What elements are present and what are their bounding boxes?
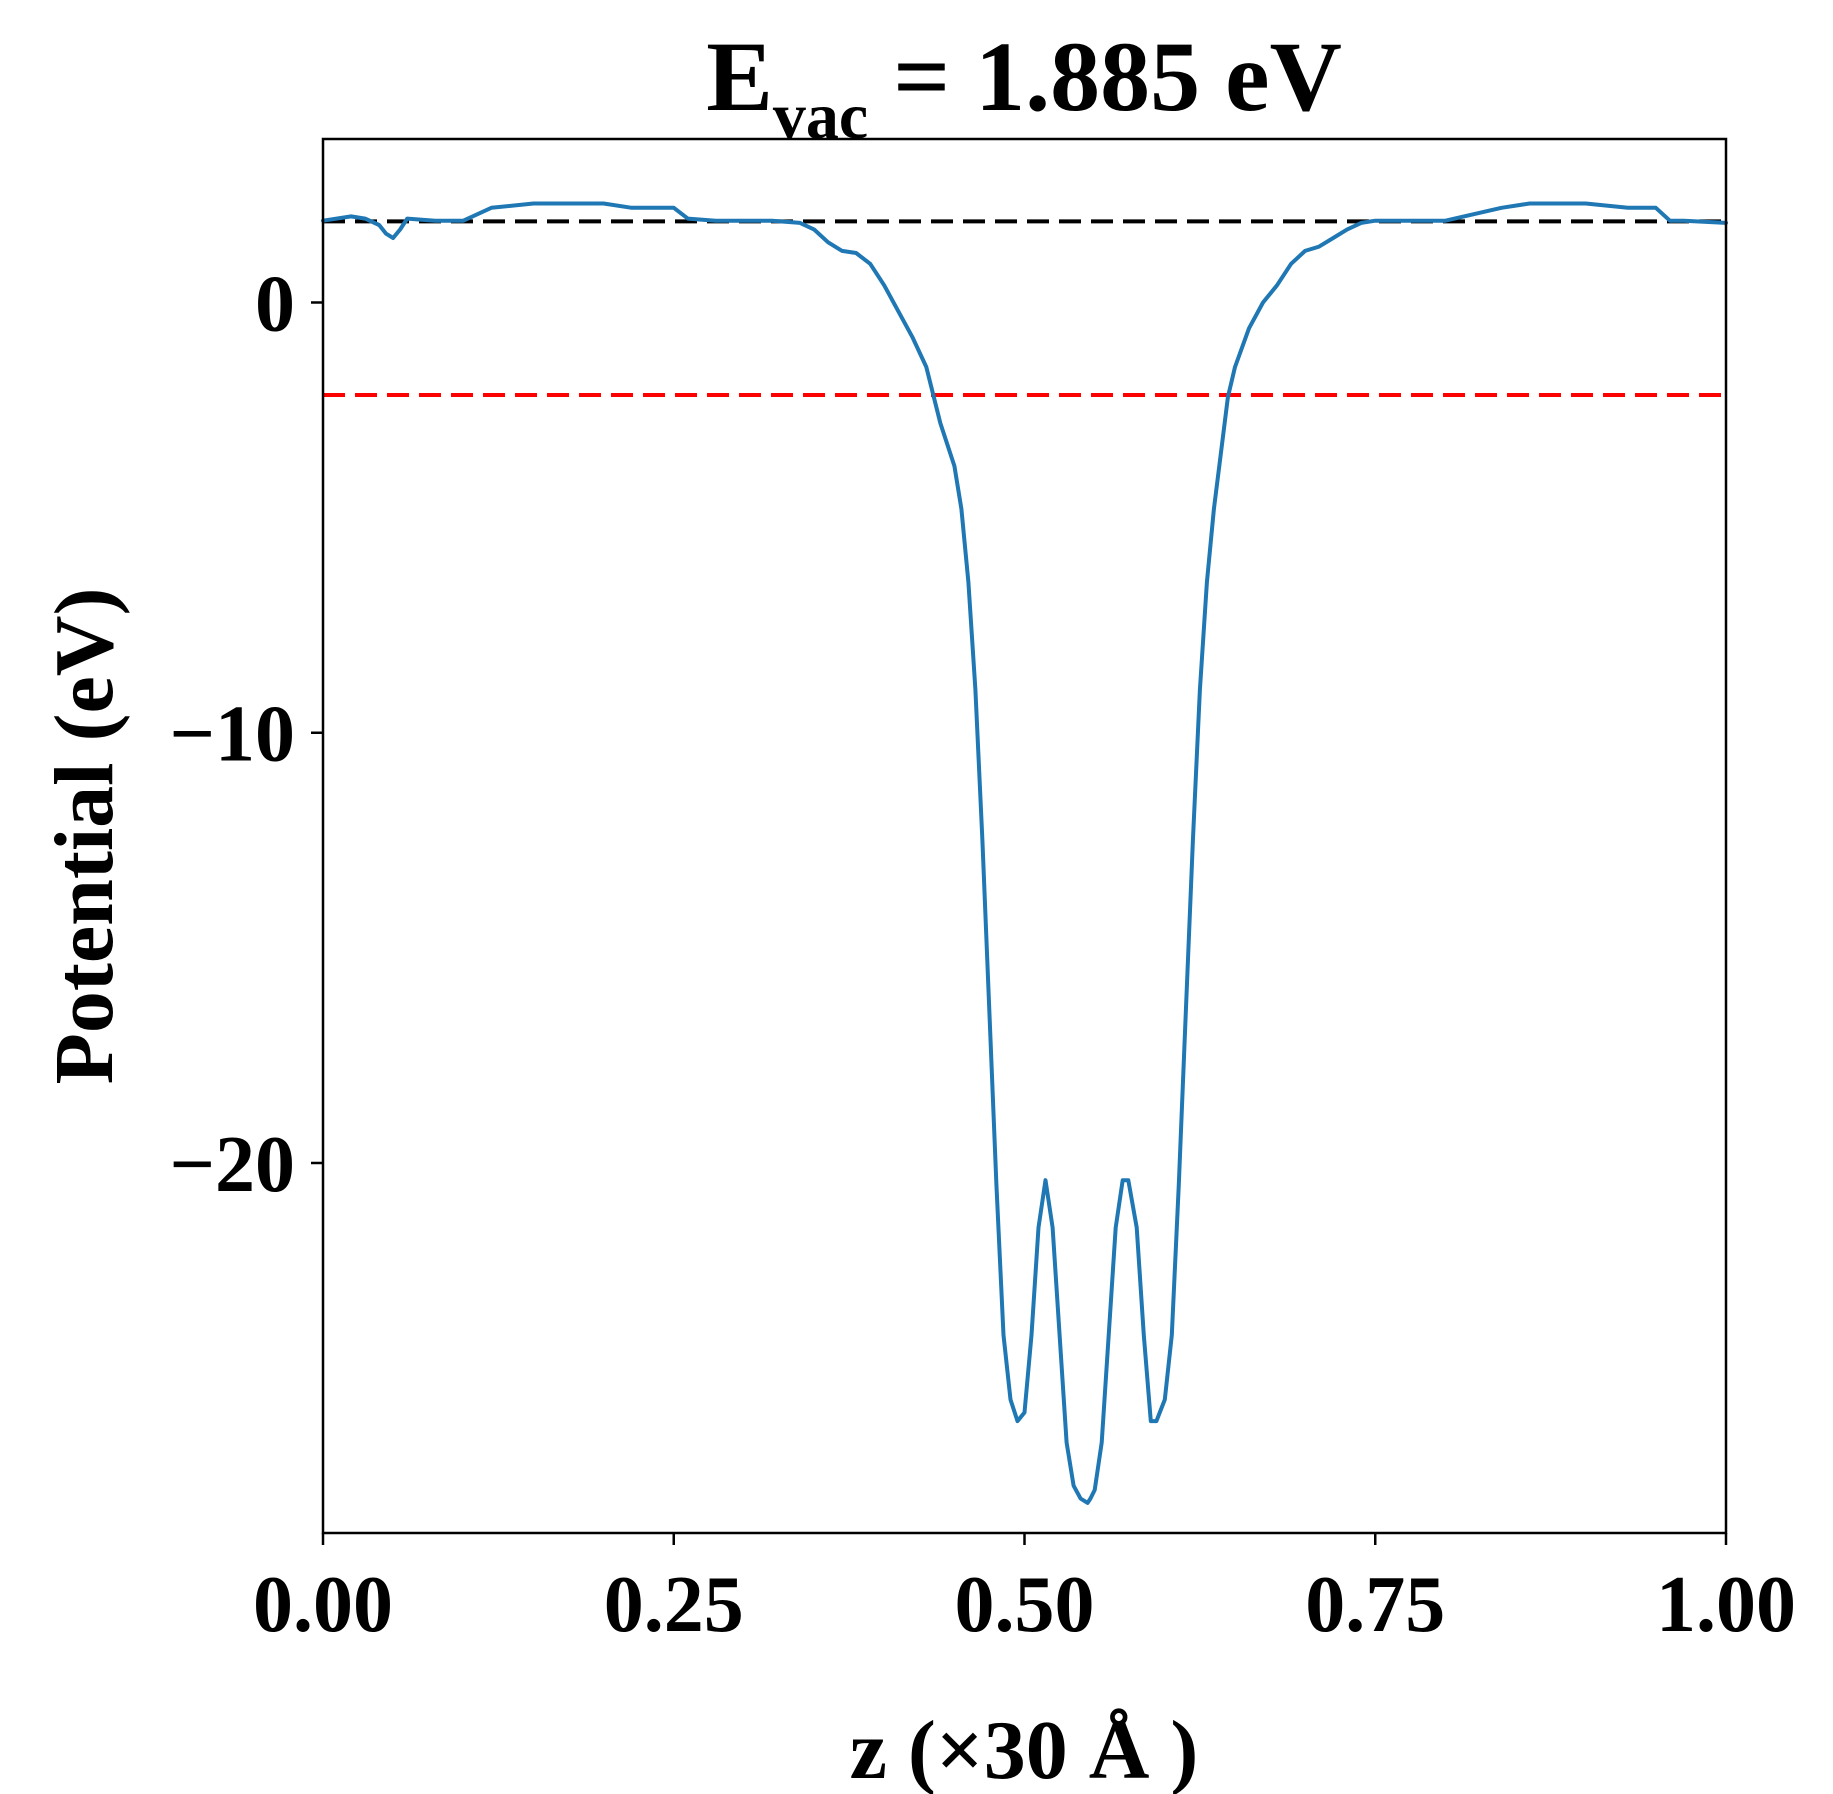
x-tick-label: 0.50 xyxy=(955,1561,1095,1649)
x-axis: 0.00 0.25 0.50 0.75 1.00 xyxy=(253,1533,1796,1649)
y-axis: 0 −10 −20 xyxy=(169,260,323,1209)
y-axis-title: Potential (eV) xyxy=(38,588,131,1085)
x-tick-label: 1.00 xyxy=(1656,1561,1796,1649)
series-line-0 xyxy=(321,201,1728,1505)
title-subscript: vac xyxy=(773,80,868,153)
x-tick-label: 0.25 xyxy=(604,1561,744,1649)
x-tick-label: 0.75 xyxy=(1305,1561,1445,1649)
chart-title: Evac = 1.885 eV xyxy=(706,21,1342,153)
y-tick-label: −10 xyxy=(169,691,295,779)
title-rest: = 1.885 eV xyxy=(868,21,1342,132)
title-main: E xyxy=(706,21,773,132)
x-axis-title: z (×30 Å ) xyxy=(850,1704,1199,1794)
y-tick-label: −20 xyxy=(169,1121,295,1209)
y-tick-label: 0 xyxy=(255,260,295,348)
x-tick-label: 0.00 xyxy=(253,1561,393,1649)
plot-lines xyxy=(321,201,1728,1505)
plot-frame xyxy=(321,137,1728,1535)
